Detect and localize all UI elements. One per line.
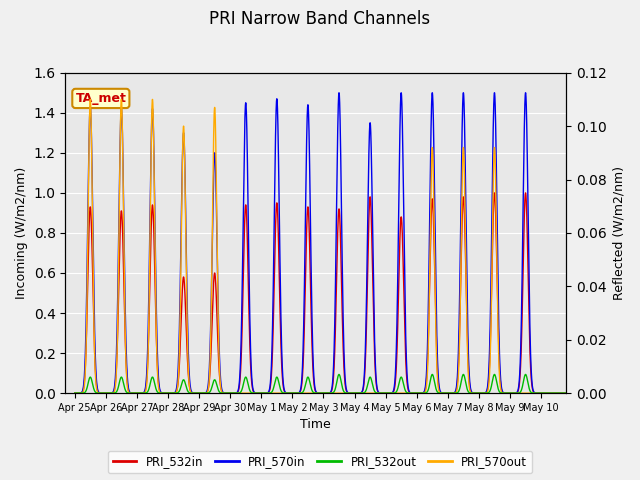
Text: TA_met: TA_met (76, 92, 126, 105)
Y-axis label: Incoming (W/m2/nm): Incoming (W/m2/nm) (15, 167, 28, 299)
X-axis label: Time: Time (300, 419, 331, 432)
Legend: PRI_532in, PRI_570in, PRI_532out, PRI_570out: PRI_532in, PRI_570in, PRI_532out, PRI_57… (108, 451, 532, 473)
Text: PRI Narrow Band Channels: PRI Narrow Band Channels (209, 10, 431, 28)
Y-axis label: Reflected (W/m2/nm): Reflected (W/m2/nm) (612, 166, 625, 300)
